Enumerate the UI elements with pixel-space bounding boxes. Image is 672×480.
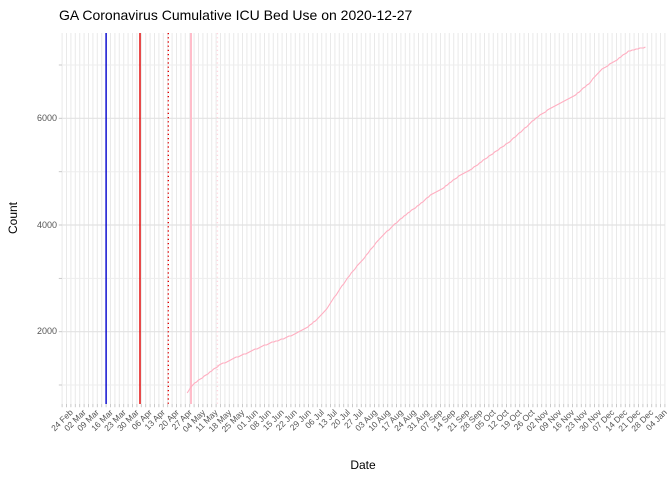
chart-title: GA Coronavirus Cumulative ICU Bed Use on… <box>59 7 413 23</box>
x-axis-title: Date <box>350 458 376 472</box>
cumulative-icu-bed-use-line <box>186 46 646 394</box>
y-tick-label: 4000 <box>36 219 57 230</box>
y-tick-label: 6000 <box>36 112 57 123</box>
y-axis-title: Count <box>6 201 20 235</box>
y-tick-label: 2000 <box>36 326 57 337</box>
